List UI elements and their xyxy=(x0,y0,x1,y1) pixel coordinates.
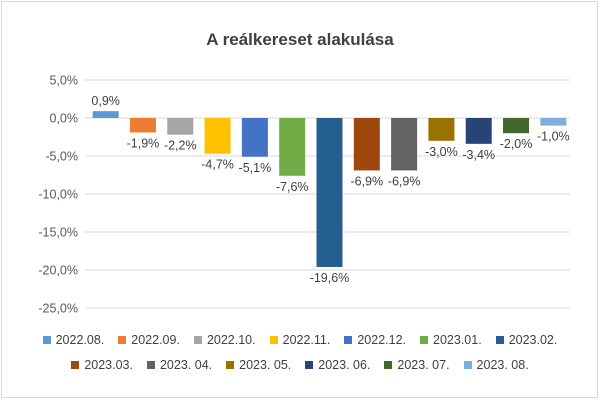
bar xyxy=(540,118,567,126)
data-labels: 0,9% -1,9% -2,2% -4,7% -5,1% -7,6% -19,6% -6,9%… xyxy=(91,94,569,285)
bar xyxy=(465,118,492,144)
legend-label: 2023. 08. xyxy=(476,358,529,372)
chart-title: A reálkereset alakulása xyxy=(206,30,394,49)
legend-swatch xyxy=(193,336,202,344)
legend-swatch xyxy=(269,336,278,344)
legend-label: 2022.11. xyxy=(282,333,331,347)
data-label: -2,2% xyxy=(164,139,197,153)
legend-swatch xyxy=(420,336,429,344)
legend-swatch xyxy=(305,361,314,369)
legend-label: 2022.09. xyxy=(131,333,180,347)
y-tick-label: 5,0% xyxy=(50,74,79,88)
bar xyxy=(391,118,418,171)
legend-swatch xyxy=(42,336,51,344)
legend-label: 2023.01. xyxy=(433,333,482,347)
y-axis-ticks: 5,0% 0,0% -5,0% -10,0% -15,0% -20,0% -25,0% xyxy=(38,74,78,316)
legend-label: 2023. 05. xyxy=(239,358,292,372)
legend-label: 2023.03. xyxy=(84,358,133,372)
data-label: -1,0% xyxy=(537,130,570,144)
data-label: -5,1% xyxy=(239,161,272,175)
data-label: -4,7% xyxy=(201,158,234,172)
legend-row: 2023.03. 2023. 04. 2023. 05. 2023. 06. 2023.… xyxy=(0,358,600,372)
bar xyxy=(129,118,156,133)
y-tick-label: -15,0% xyxy=(38,226,78,240)
legend-label: 2023. 04. xyxy=(159,358,213,372)
legend-swatch xyxy=(384,361,393,369)
legend-label: 2022.10. xyxy=(206,333,256,347)
legend-entry: 2023. 06. xyxy=(305,358,370,372)
legend-entry: 2022.09. xyxy=(118,333,180,347)
y-tick-label: -25,0% xyxy=(38,302,78,316)
bar xyxy=(316,118,343,267)
data-label: -7,6% xyxy=(276,180,309,194)
legend-entry: 2022.12. xyxy=(344,333,406,347)
legend-swatch xyxy=(344,336,353,344)
legend-entry: 2023. 08. xyxy=(463,358,529,372)
legend-entry: 2023.02. xyxy=(495,333,558,347)
legend-entry: 2022.08. xyxy=(42,333,105,347)
legend-label: 2022.12. xyxy=(357,333,407,347)
legend-swatch xyxy=(463,361,472,369)
legend-label: 2022.08. xyxy=(55,333,105,347)
data-label: -2,0% xyxy=(500,137,533,151)
bar xyxy=(353,118,380,171)
data-label: -3,4% xyxy=(462,148,495,162)
legend-entry: 2023. 05. xyxy=(226,358,291,372)
legend-swatch xyxy=(118,336,127,344)
legend-entry: 2022.10. xyxy=(193,333,256,347)
legend-row: 2022.08. 2022.09. 2022.10. 2022.11. 2022.12.… xyxy=(0,333,600,347)
legend-entry: 2023. 04. xyxy=(146,358,213,372)
bar xyxy=(503,118,530,134)
y-tick-label: -5,0% xyxy=(45,150,78,164)
legend-label: 2023. 06. xyxy=(318,358,371,372)
bar xyxy=(241,118,268,157)
bars xyxy=(92,111,567,267)
legend: 2022.08. 2022.09. 2022.10. 2022.11. 2022.12.… xyxy=(0,333,600,383)
data-label: -6,9% xyxy=(350,174,383,188)
legend-swatch xyxy=(495,336,504,344)
legend-swatch xyxy=(71,361,80,369)
bar xyxy=(204,118,231,154)
legend-label: 2023. 07. xyxy=(397,358,450,372)
bar xyxy=(279,118,306,176)
legend-swatch xyxy=(146,361,155,369)
data-label: -19,6% xyxy=(310,271,350,285)
y-tick-label: -20,0% xyxy=(38,264,78,278)
legend-entry: 2023.03. xyxy=(71,358,133,372)
legend-entry: 2023. 07. xyxy=(384,358,450,372)
bar xyxy=(428,118,455,141)
legend-entry: 2022.11. xyxy=(269,333,331,347)
legend-entry: 2023.01. xyxy=(420,333,482,347)
y-tick-label: 0,0% xyxy=(50,112,79,126)
data-label: 0,9% xyxy=(91,94,120,108)
y-tick-label: -10,0% xyxy=(38,188,78,202)
data-label: -6,9% xyxy=(388,174,421,188)
bar xyxy=(92,111,119,118)
bar xyxy=(167,118,194,135)
legend-swatch xyxy=(226,361,235,369)
legend-label: 2023.02. xyxy=(508,333,558,347)
data-label: -1,9% xyxy=(127,136,160,150)
data-label: -3,0% xyxy=(425,145,458,159)
